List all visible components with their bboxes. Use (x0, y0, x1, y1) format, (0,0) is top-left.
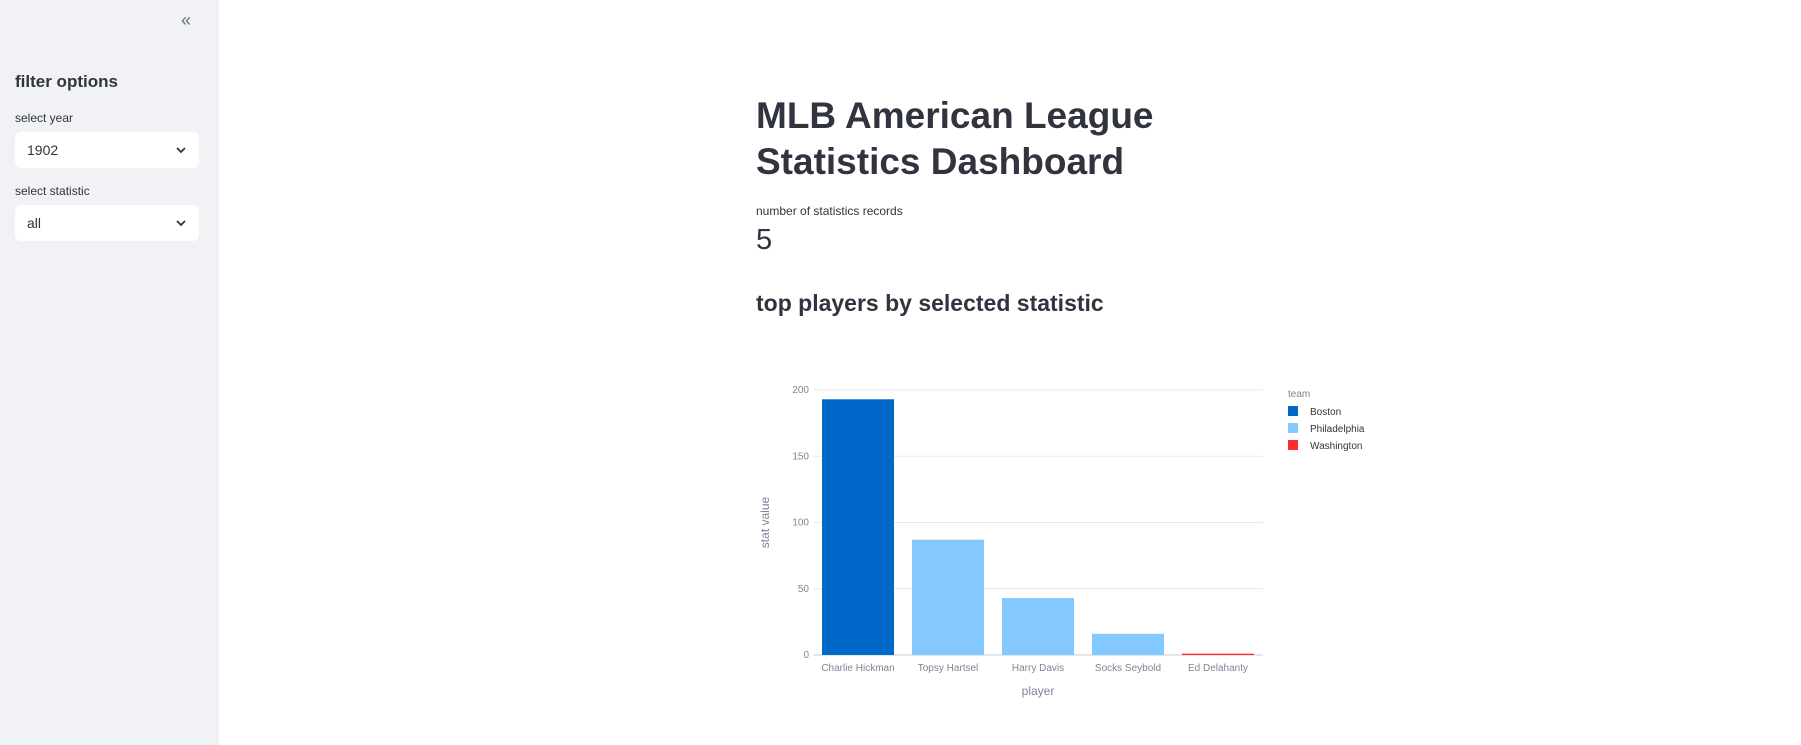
legend-title: team (1288, 389, 1310, 400)
legend-label: Boston (1310, 407, 1341, 418)
sidebar: « filter options select year 1902 select… (0, 0, 219, 745)
statistic-select-value: all (27, 215, 42, 231)
statistic-label: select statistic (15, 184, 90, 198)
legend-label: Washington (1310, 441, 1362, 452)
chevron-down-icon (176, 220, 186, 227)
x-tick-label: Harry Davis (1012, 663, 1064, 674)
y-axis-label: stat value (758, 496, 772, 548)
double-chevron-left-icon[interactable]: « (180, 10, 191, 30)
x-tick-label: Ed Delahanty (1188, 663, 1248, 674)
year-select[interactable]: 1902 (15, 132, 199, 168)
legend-swatch (1288, 406, 1298, 416)
bar (1092, 633, 1164, 655)
y-tick-label: 100 (792, 518, 809, 529)
chart-subheader: top players by selected statistic (756, 290, 1104, 316)
chevron-down-icon (176, 147, 186, 154)
bar (1182, 653, 1254, 655)
bar (822, 399, 894, 655)
bar (1002, 598, 1074, 655)
bar (912, 539, 984, 655)
y-tick-label: 0 (803, 650, 809, 661)
x-tick-label: Socks Seybold (1095, 663, 1161, 674)
y-tick-label: 50 (798, 584, 810, 595)
year-label: select year (15, 111, 74, 125)
year-select-value: 1902 (27, 142, 59, 158)
main-content: MLB American League Statistics Dashboard… (219, 0, 1801, 745)
legend-swatch (1288, 440, 1298, 450)
sidebar-title: filter options (15, 72, 118, 91)
y-tick-label: 200 (792, 385, 809, 396)
legend-swatch (1288, 423, 1298, 433)
bar-chart: 0 50 100 150 200 Charlie Hickman Topsy Hartsel… (758, 385, 1365, 698)
x-tick-label: Charlie Hickman (821, 663, 894, 674)
metric-value: 5 (756, 224, 773, 256)
page-title: MLB American League Statistics Dashboard (756, 95, 1154, 182)
y-tick-label: 150 (792, 451, 809, 462)
x-tick-label: Topsy Hartsel (918, 663, 979, 674)
x-axis-label: player (1022, 684, 1055, 698)
legend-label: Philadelphia (1310, 424, 1365, 435)
metric-label: number of statistics records (756, 204, 903, 218)
statistic-select[interactable]: all (15, 205, 199, 241)
